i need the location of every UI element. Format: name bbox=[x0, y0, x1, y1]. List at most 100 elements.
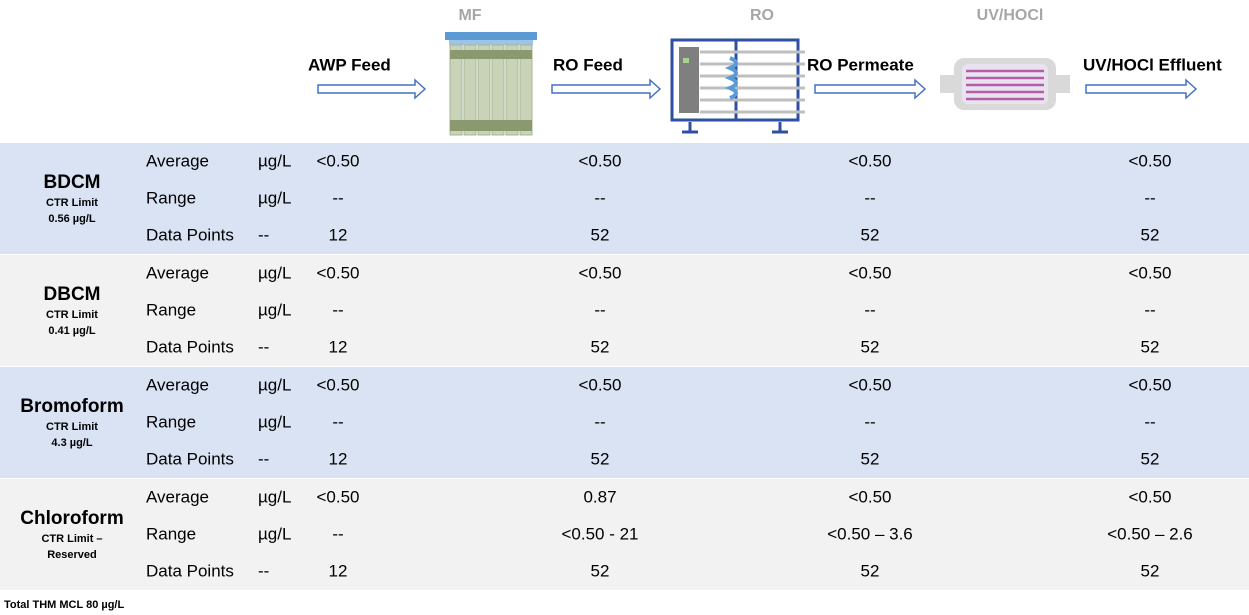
row-label: Average bbox=[146, 151, 209, 170]
limit-label: 0.41 µg/L bbox=[48, 325, 96, 337]
value-cell: 52 bbox=[1141, 561, 1160, 580]
stage-label: MF bbox=[458, 7, 481, 24]
stream-label: RO Permeate bbox=[807, 55, 914, 74]
limit-label: CTR Limit bbox=[46, 197, 98, 209]
value-cell: <0.50 bbox=[1128, 375, 1171, 394]
mf-icon bbox=[445, 32, 537, 135]
row-label: Average bbox=[146, 263, 209, 282]
limit-label: Reserved bbox=[47, 549, 97, 561]
value-cell: -- bbox=[594, 412, 605, 431]
value-cell: 52 bbox=[861, 449, 880, 468]
value-cell: <0.50 bbox=[578, 263, 621, 282]
limit-label: CTR Limit bbox=[46, 421, 98, 433]
value-cell: 52 bbox=[861, 337, 880, 356]
value-cell: 52 bbox=[861, 561, 880, 580]
slide: MF RO UV/HOCl AWP Feed RO Feed RO Permeate UV/… bbox=[0, 0, 1249, 615]
group-name: Chloroform bbox=[20, 508, 123, 529]
stage-label: RO bbox=[750, 7, 774, 24]
value-cell: -- bbox=[1144, 188, 1155, 207]
row-label: Data Points bbox=[146, 225, 234, 244]
value-cell: <0.50 - 21 bbox=[561, 524, 638, 543]
value-cell: <0.50 bbox=[316, 263, 359, 282]
limit-label: CTR Limit – bbox=[41, 533, 102, 545]
flow-arrow bbox=[815, 80, 925, 98]
value-cell: <0.50 bbox=[848, 375, 891, 394]
value-cell: <0.50 bbox=[848, 151, 891, 170]
value-cell: -- bbox=[864, 300, 875, 319]
value-cell: -- bbox=[332, 524, 343, 543]
value-cell: 52 bbox=[591, 449, 610, 468]
uv-icon bbox=[940, 58, 1070, 110]
stage-label: UV/HOCl bbox=[977, 7, 1044, 24]
value-cell: -- bbox=[864, 188, 875, 207]
row-label: Range bbox=[146, 412, 196, 431]
value-cell: 52 bbox=[591, 225, 610, 244]
value-cell: <0.50 – 2.6 bbox=[1107, 524, 1193, 543]
unit: µg/L bbox=[258, 487, 291, 506]
unit: µg/L bbox=[258, 300, 291, 319]
value-cell: <0.50 bbox=[1128, 151, 1171, 170]
value-cell: -- bbox=[332, 412, 343, 431]
value-cell: 12 bbox=[329, 225, 348, 244]
value-cell: <0.50 bbox=[578, 151, 621, 170]
stream-label: AWP Feed bbox=[308, 55, 391, 74]
value-cell: <0.50 bbox=[848, 263, 891, 282]
stream-label: RO Feed bbox=[553, 55, 623, 74]
value-cell: -- bbox=[1144, 412, 1155, 431]
value-cell: 52 bbox=[861, 225, 880, 244]
value-cell: -- bbox=[594, 300, 605, 319]
value-cell: <0.50 bbox=[1128, 263, 1171, 282]
value-cell: -- bbox=[1144, 300, 1155, 319]
value-cell: <0.50 bbox=[316, 375, 359, 394]
unit: -- bbox=[258, 449, 269, 468]
flow-arrow bbox=[318, 80, 425, 98]
unit: -- bbox=[258, 561, 269, 580]
value-cell: -- bbox=[864, 412, 875, 431]
value-cell: 0.87 bbox=[583, 487, 616, 506]
group-name: DBCM bbox=[44, 284, 101, 305]
value-cell: 52 bbox=[1141, 337, 1160, 356]
value-cell: 52 bbox=[1141, 449, 1160, 468]
limit-label: 4.3 µg/L bbox=[51, 437, 92, 449]
row-label: Range bbox=[146, 188, 196, 207]
row-label: Average bbox=[146, 487, 209, 506]
row-label: Range bbox=[146, 524, 196, 543]
value-cell: <0.50 bbox=[316, 151, 359, 170]
value-cell: 12 bbox=[329, 337, 348, 356]
unit: µg/L bbox=[258, 151, 291, 170]
flow-arrow bbox=[552, 80, 660, 98]
limit-label: CTR Limit bbox=[46, 309, 98, 321]
group-name: Bromoform bbox=[20, 396, 123, 417]
ro-icon bbox=[672, 40, 805, 132]
unit: -- bbox=[258, 337, 269, 356]
row-label: Data Points bbox=[146, 449, 234, 468]
value-cell: 12 bbox=[329, 561, 348, 580]
row-label: Data Points bbox=[146, 561, 234, 580]
group-name: BDCM bbox=[44, 172, 101, 193]
value-cell: -- bbox=[332, 300, 343, 319]
value-cell: <0.50 – 3.6 bbox=[827, 524, 913, 543]
row-label: Range bbox=[146, 300, 196, 319]
row-label: Average bbox=[146, 375, 209, 394]
unit: µg/L bbox=[258, 263, 291, 282]
row-label: Data Points bbox=[146, 337, 234, 356]
footnote: Total THM MCL 80 µg/L bbox=[4, 599, 124, 611]
unit: -- bbox=[258, 225, 269, 244]
value-cell: <0.50 bbox=[1128, 487, 1171, 506]
stream-label: UV/HOCl Effluent bbox=[1083, 55, 1222, 74]
value-cell: 12 bbox=[329, 449, 348, 468]
unit: µg/L bbox=[258, 524, 291, 543]
unit: µg/L bbox=[258, 375, 291, 394]
value-cell: 52 bbox=[1141, 225, 1160, 244]
value-cell: 52 bbox=[591, 337, 610, 356]
limit-label: 0.56 µg/L bbox=[48, 213, 96, 225]
value-cell: -- bbox=[332, 188, 343, 207]
flow-arrow bbox=[1086, 80, 1196, 98]
unit: µg/L bbox=[258, 412, 291, 431]
value-cell: -- bbox=[594, 188, 605, 207]
value-cell: <0.50 bbox=[848, 487, 891, 506]
unit: µg/L bbox=[258, 188, 291, 207]
value-cell: <0.50 bbox=[316, 487, 359, 506]
value-cell: 52 bbox=[591, 561, 610, 580]
value-cell: <0.50 bbox=[578, 375, 621, 394]
